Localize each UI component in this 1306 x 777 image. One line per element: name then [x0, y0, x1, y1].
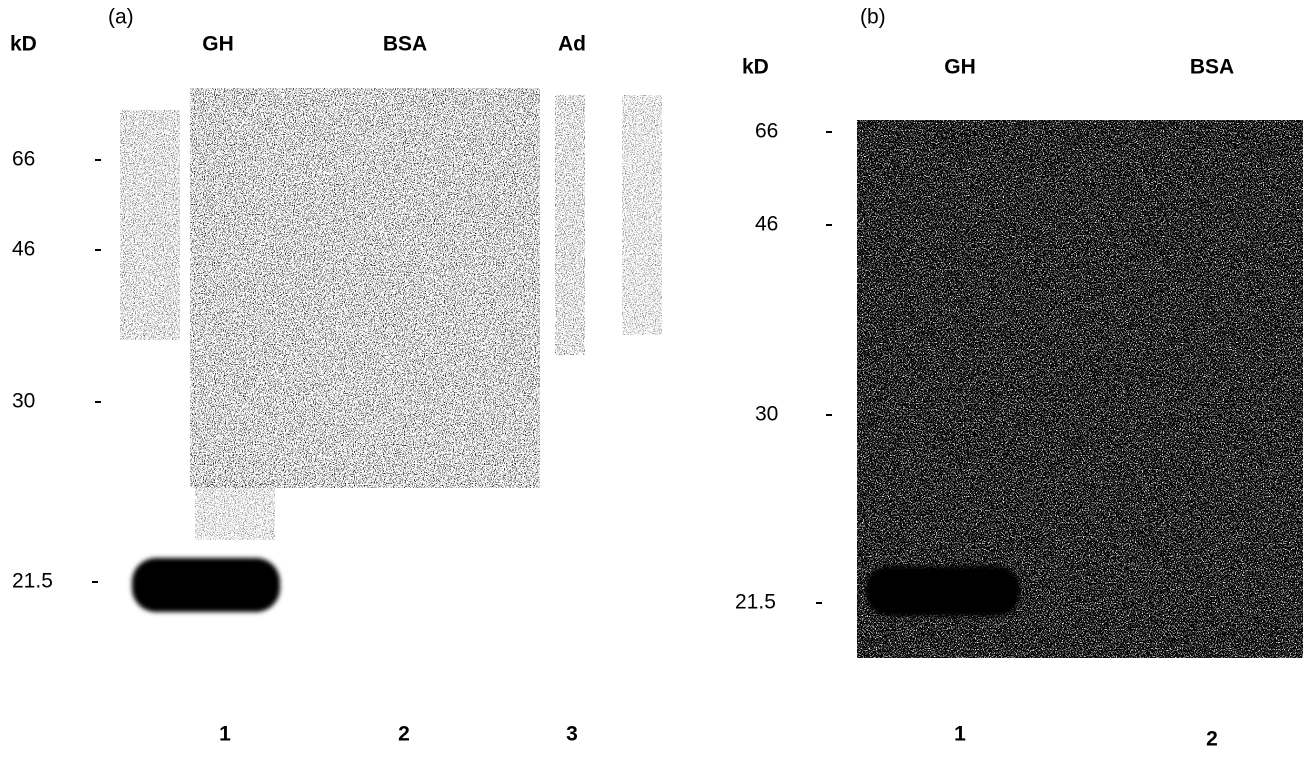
marker-label: 30	[755, 403, 778, 426]
lane-label: GH	[202, 33, 234, 56]
lane-label: BSA	[383, 33, 427, 56]
marker-ticks	[816, 131, 832, 604]
lane-number: 2	[1206, 728, 1218, 751]
gel-a	[120, 88, 662, 612]
marker-label: 66	[755, 120, 778, 143]
lane-number: 2	[398, 723, 410, 746]
lane-label: GH	[944, 56, 976, 79]
gel-b	[857, 120, 1303, 658]
unit-label: kD	[742, 56, 769, 79]
marker-label: 46	[755, 213, 778, 236]
panel-label: (a)	[108, 6, 134, 29]
lane-number: 3	[566, 723, 578, 746]
lane-label: Ad	[558, 33, 586, 56]
lane-number: 1	[219, 723, 231, 746]
panel-label: (b)	[860, 6, 886, 29]
marker-label: 46	[12, 238, 35, 261]
marker-label: 21.5	[735, 591, 776, 614]
lane-label: BSA	[1190, 56, 1234, 79]
marker-ticks	[92, 159, 101, 583]
marker-label: 21.5	[12, 570, 53, 593]
marker-label: 66	[12, 148, 35, 171]
marker-label: 30	[12, 390, 35, 413]
unit-label: kD	[10, 33, 37, 56]
lane-number: 1	[954, 723, 966, 746]
